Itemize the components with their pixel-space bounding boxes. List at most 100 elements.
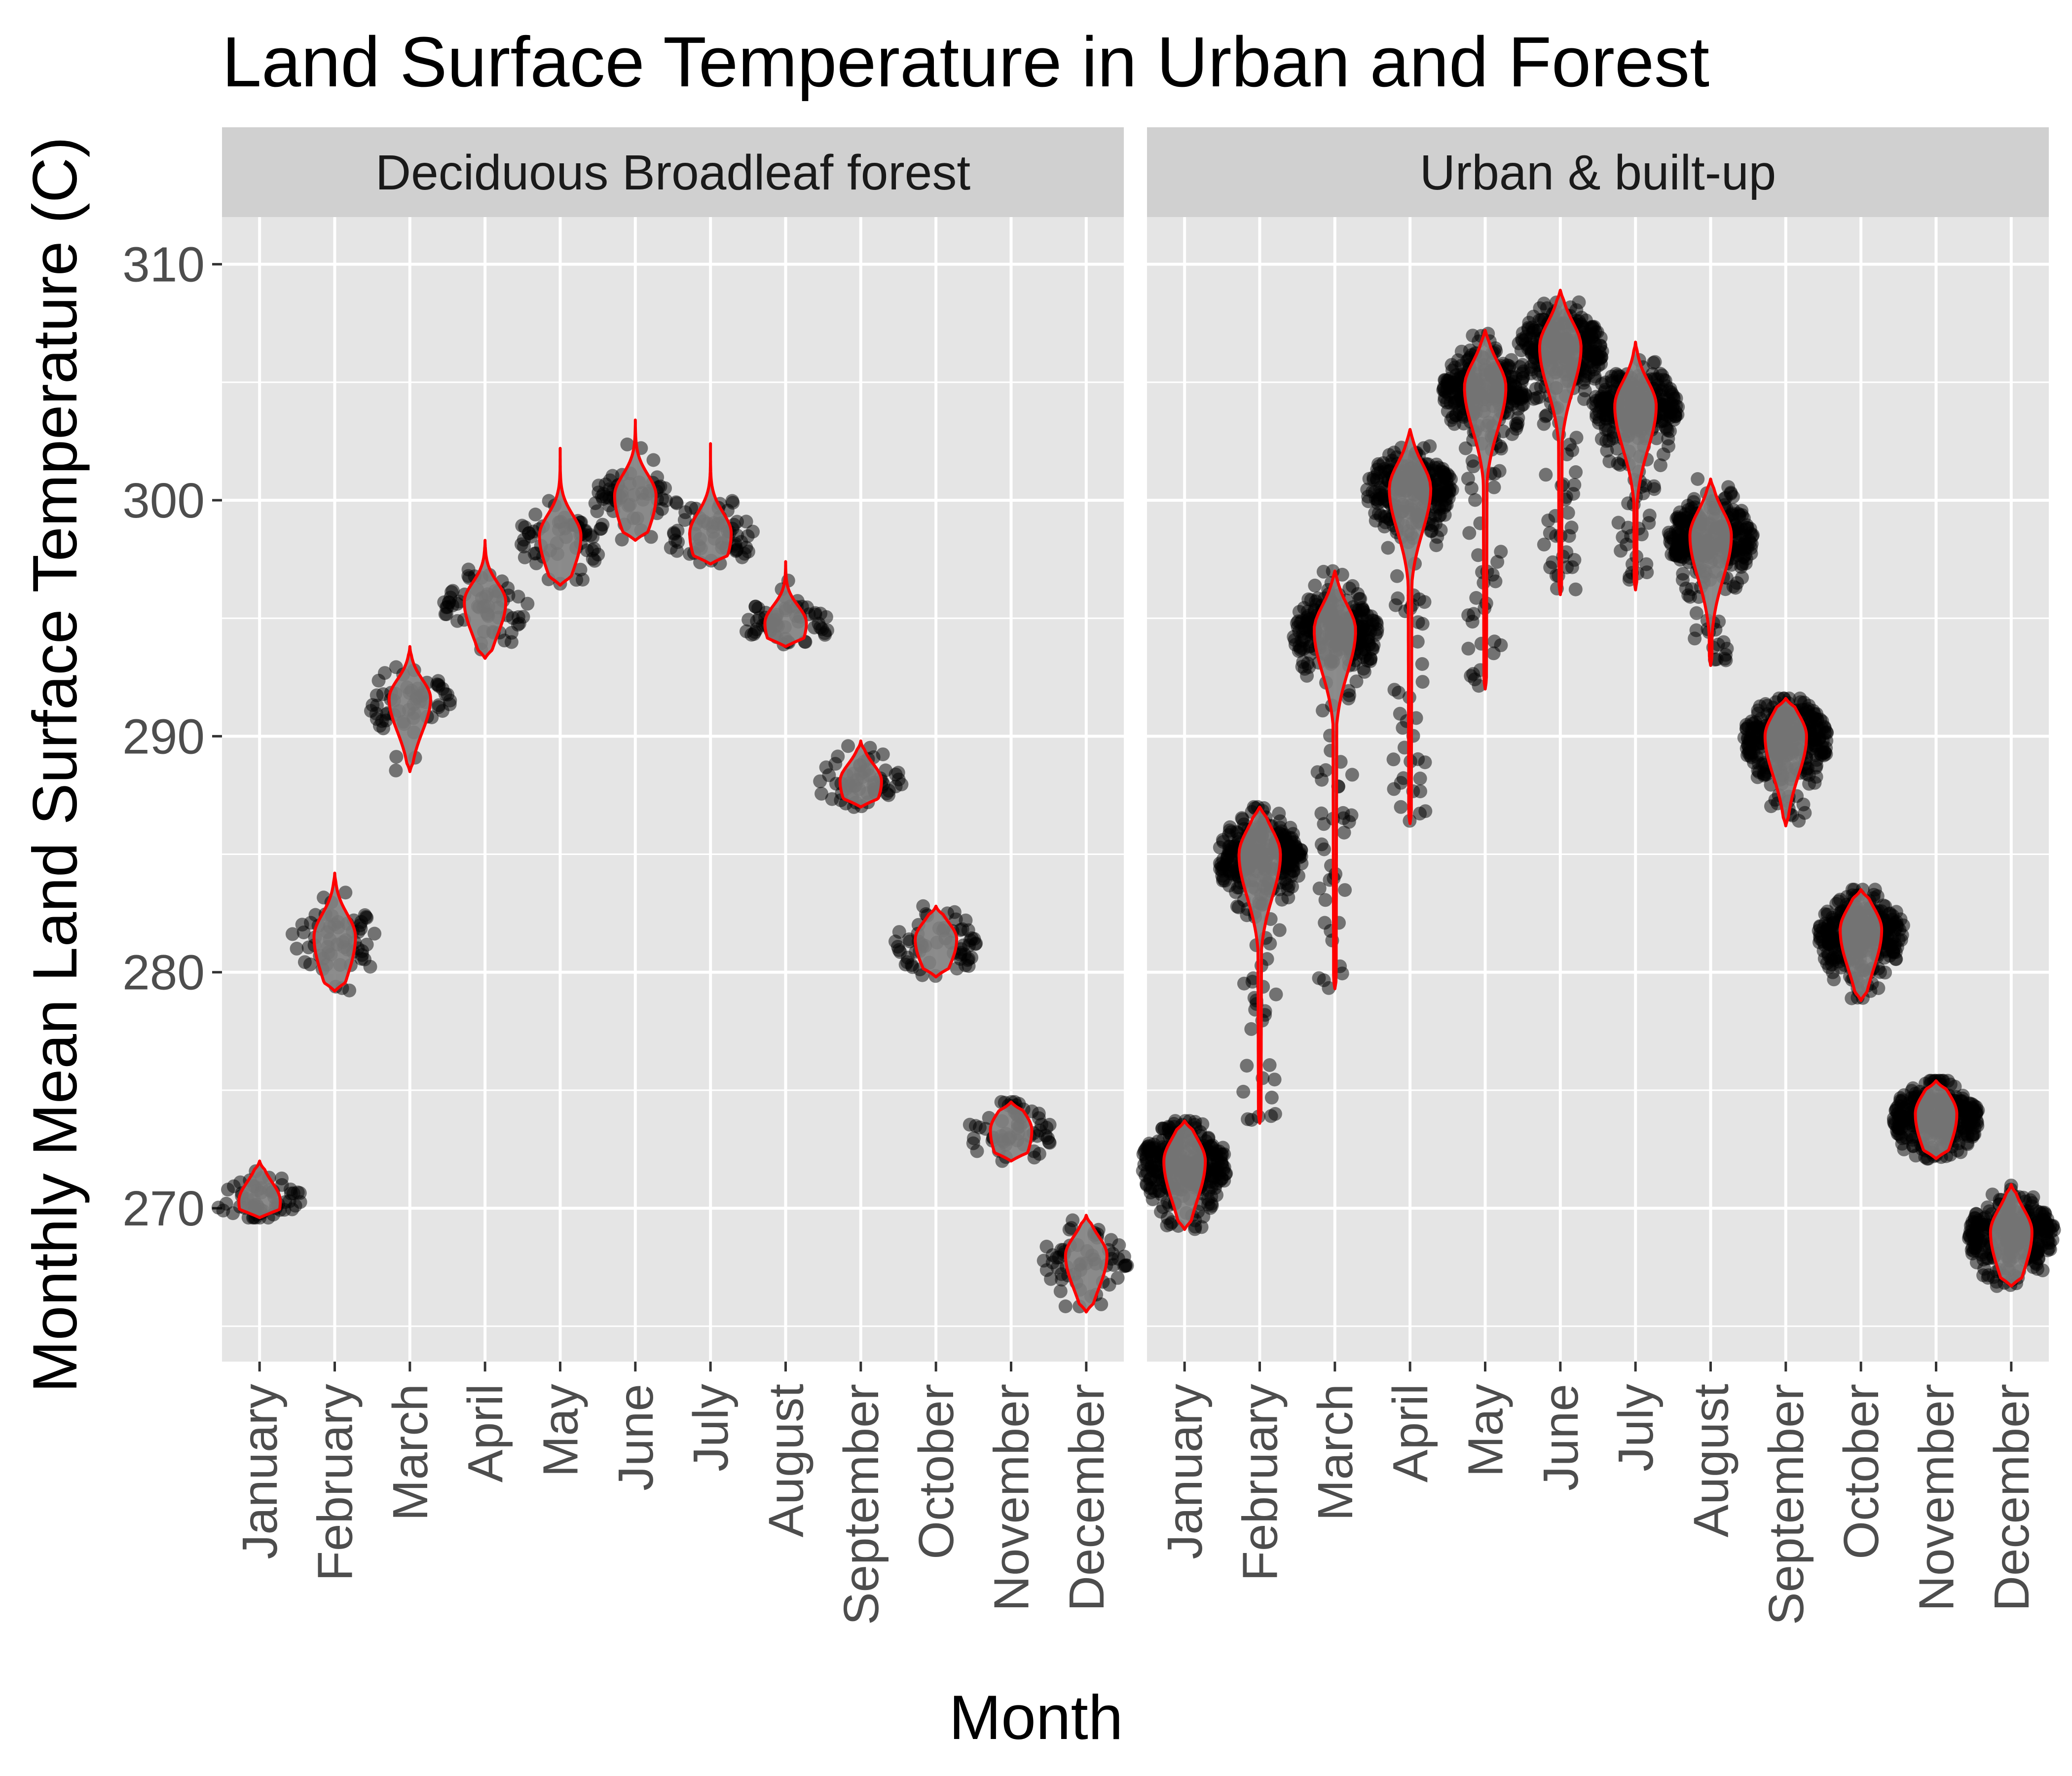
data-point bbox=[278, 1195, 293, 1209]
data-point bbox=[1217, 862, 1231, 876]
data-point bbox=[1236, 1084, 1251, 1099]
data-point bbox=[1691, 472, 1705, 486]
data-point bbox=[442, 595, 456, 610]
data-point bbox=[1217, 1160, 1231, 1174]
data-point bbox=[669, 495, 683, 510]
data-point bbox=[1887, 1116, 1901, 1131]
data-point bbox=[1941, 1073, 1955, 1088]
data-point bbox=[964, 950, 979, 964]
data-point bbox=[1465, 615, 1480, 629]
data-point bbox=[1411, 752, 1425, 766]
violin-shape bbox=[838, 739, 883, 809]
data-point bbox=[1646, 356, 1661, 370]
panel-background bbox=[222, 217, 1124, 1362]
data-point bbox=[1147, 1160, 1161, 1175]
facet-panel: Deciduous Broadleaf forest 270 280 290 300 31… bbox=[122, 127, 1134, 1625]
violin-shape bbox=[1839, 888, 1884, 1002]
facet-strip-label: Deciduous Broadleaf forest bbox=[375, 145, 970, 200]
data-point bbox=[1319, 763, 1333, 777]
data-point bbox=[1487, 480, 1501, 494]
data-point bbox=[1396, 771, 1410, 785]
data-point bbox=[1969, 1107, 1983, 1121]
data-point bbox=[1351, 603, 1366, 618]
data-point bbox=[1461, 641, 1476, 656]
data-point bbox=[1424, 524, 1438, 538]
data-point bbox=[1275, 892, 1289, 907]
month-group bbox=[1586, 340, 1685, 592]
data-point bbox=[602, 498, 616, 513]
data-point bbox=[1620, 537, 1634, 552]
x-tick-label: July bbox=[683, 1384, 739, 1472]
month-group bbox=[1136, 1114, 1233, 1236]
month-group bbox=[962, 1095, 1057, 1168]
data-point bbox=[1889, 918, 1904, 932]
data-point bbox=[1744, 714, 1759, 729]
data-point bbox=[436, 682, 450, 696]
data-point bbox=[1054, 1267, 1069, 1281]
data-point bbox=[586, 552, 600, 566]
x-axis-title: Month bbox=[949, 1682, 1123, 1752]
data-point bbox=[1569, 431, 1584, 445]
data-point bbox=[301, 940, 316, 955]
violin-shape bbox=[1688, 478, 1733, 667]
data-point bbox=[1808, 733, 1821, 747]
violin-shape bbox=[1388, 428, 1433, 825]
data-point bbox=[1587, 320, 1601, 334]
data-point bbox=[1262, 1058, 1277, 1072]
data-point bbox=[1117, 1259, 1131, 1273]
data-point bbox=[1665, 547, 1679, 561]
violin-shape bbox=[312, 871, 357, 993]
data-point bbox=[1887, 940, 1902, 954]
data-point bbox=[1828, 915, 1842, 929]
data-point bbox=[1413, 784, 1427, 799]
data-point bbox=[1529, 391, 1543, 405]
data-point bbox=[891, 940, 905, 954]
data-point bbox=[1966, 1127, 1981, 1142]
month-group bbox=[1887, 1073, 1985, 1166]
data-point bbox=[1387, 683, 1402, 697]
violin-shape bbox=[1989, 1183, 2034, 1288]
data-point bbox=[1736, 538, 1750, 552]
violin-shape bbox=[1463, 329, 1508, 691]
data-point bbox=[966, 1136, 980, 1150]
data-point bbox=[841, 739, 855, 753]
violin-shape bbox=[763, 560, 808, 648]
data-point bbox=[595, 518, 610, 532]
x-tick-label: March bbox=[1308, 1384, 1363, 1521]
data-point bbox=[1053, 1284, 1068, 1298]
data-point bbox=[1468, 493, 1482, 507]
data-point bbox=[576, 573, 590, 587]
data-point bbox=[1345, 579, 1360, 593]
facet-strip-label: Urban & built-up bbox=[1420, 145, 1776, 200]
data-point bbox=[828, 757, 843, 771]
data-point bbox=[1202, 1139, 1216, 1153]
data-point bbox=[1487, 467, 1502, 481]
x-tick-label: April bbox=[1383, 1384, 1438, 1482]
month-group bbox=[1962, 1179, 2061, 1293]
data-point bbox=[1959, 1104, 1973, 1118]
data-point bbox=[1569, 465, 1583, 479]
data-point bbox=[1272, 923, 1287, 937]
violin-shape bbox=[1613, 340, 1658, 592]
data-point bbox=[338, 886, 353, 900]
data-point bbox=[1413, 772, 1427, 785]
data-point bbox=[1282, 879, 1296, 892]
data-point bbox=[1386, 752, 1401, 767]
data-point bbox=[1381, 541, 1395, 555]
data-point bbox=[888, 767, 903, 781]
data-point bbox=[1565, 560, 1579, 574]
data-point bbox=[1349, 674, 1364, 689]
data-point bbox=[1582, 355, 1596, 370]
data-point bbox=[1539, 468, 1553, 482]
data-point bbox=[1909, 1148, 1923, 1163]
data-point bbox=[529, 556, 544, 570]
data-point bbox=[752, 611, 767, 625]
data-point bbox=[1338, 883, 1352, 897]
violin-shape bbox=[688, 442, 733, 566]
data-point bbox=[443, 694, 457, 707]
data-point bbox=[1136, 1164, 1150, 1178]
x-tick-label: December bbox=[1984, 1384, 2039, 1611]
x-tick-label: February bbox=[308, 1384, 363, 1581]
data-point bbox=[1509, 422, 1523, 436]
data-point bbox=[1600, 400, 1615, 414]
